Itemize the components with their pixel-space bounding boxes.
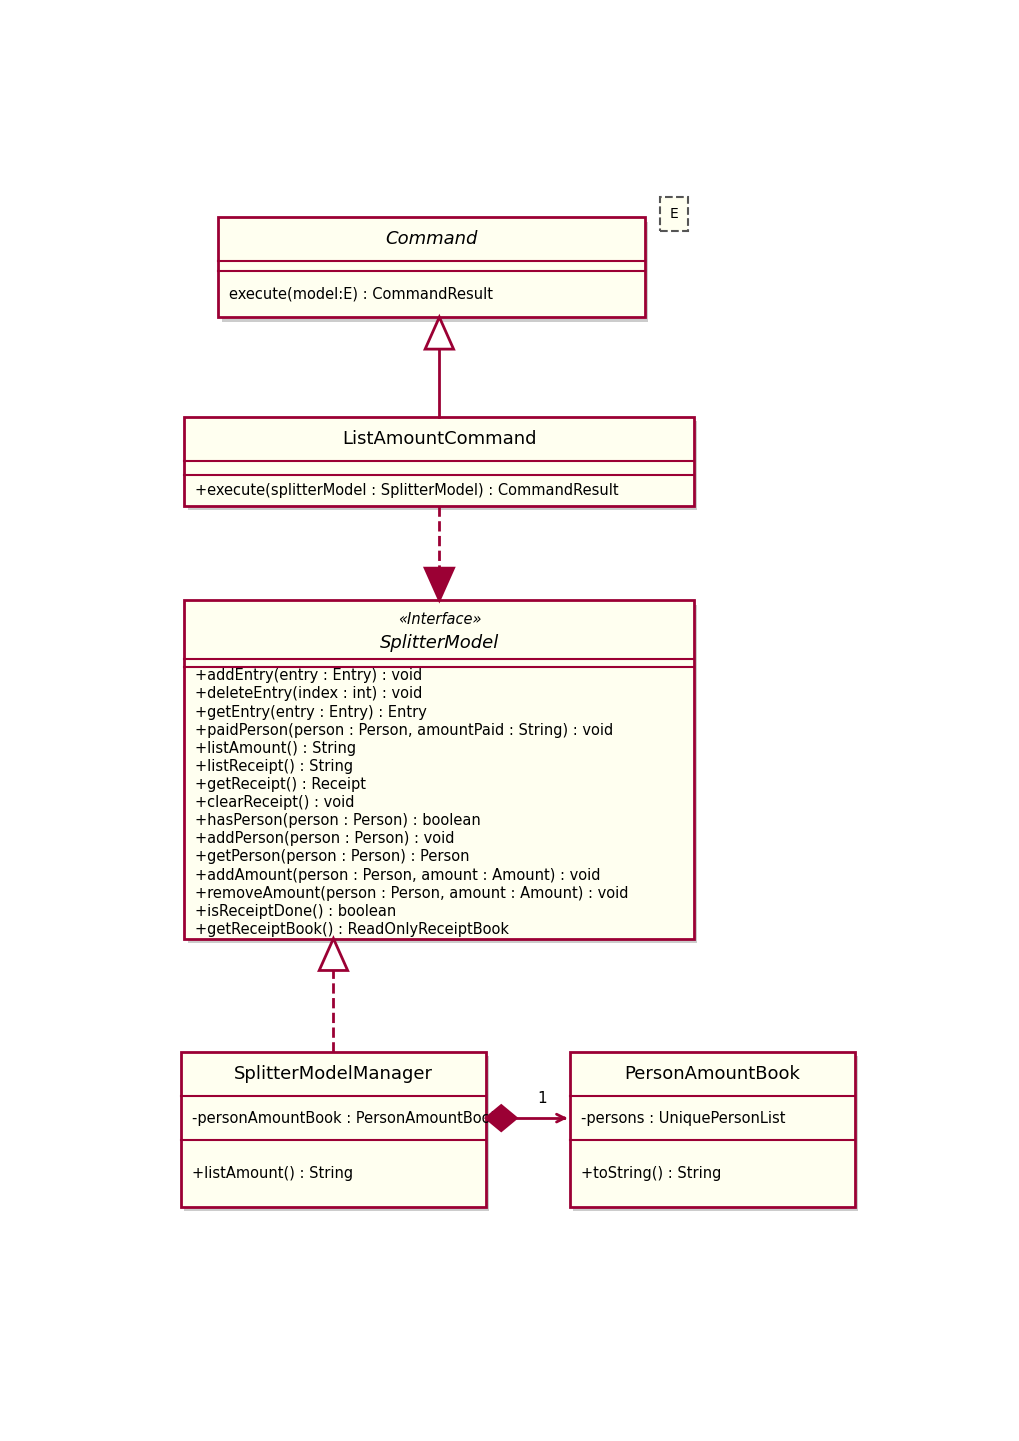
Text: +clearReceipt() : void: +clearReceipt() : void [196, 795, 355, 810]
Text: SplitterModel: SplitterModel [379, 634, 498, 651]
FancyBboxPatch shape [184, 416, 694, 506]
Text: ListAmountCommand: ListAmountCommand [341, 431, 536, 448]
FancyBboxPatch shape [187, 421, 697, 510]
Text: 1: 1 [537, 1091, 547, 1105]
Text: Command: Command [385, 231, 478, 248]
FancyBboxPatch shape [218, 218, 645, 317]
FancyBboxPatch shape [221, 222, 648, 321]
Text: +toString() : String: +toString() : String [581, 1166, 720, 1182]
Text: PersonAmountBook: PersonAmountBook [624, 1065, 800, 1082]
Text: E: E [668, 208, 678, 220]
Text: +listAmount() : String: +listAmount() : String [193, 1166, 354, 1182]
Text: +addPerson(person : Person) : void: +addPerson(person : Person) : void [196, 831, 454, 846]
FancyBboxPatch shape [187, 605, 697, 942]
Text: «Interface»: «Interface» [397, 611, 481, 627]
Text: +getReceiptBook() : ReadOnlyReceiptBook: +getReceiptBook() : ReadOnlyReceiptBook [196, 922, 508, 937]
Polygon shape [425, 568, 453, 599]
Text: +addEntry(entry : Entry) : void: +addEntry(entry : Entry) : void [196, 669, 422, 683]
Text: SplitterModelManager: SplitterModelManager [233, 1065, 432, 1082]
FancyBboxPatch shape [184, 1056, 488, 1212]
Text: +getPerson(person : Person) : Person: +getPerson(person : Person) : Person [196, 850, 470, 865]
Text: +listReceipt() : String: +listReceipt() : String [196, 759, 354, 774]
Polygon shape [485, 1105, 517, 1131]
Polygon shape [425, 317, 453, 349]
Text: +addAmount(person : Person, amount : Amount) : void: +addAmount(person : Person, amount : Amo… [196, 867, 600, 883]
Text: +getEntry(entry : Entry) : Entry: +getEntry(entry : Entry) : Entry [196, 705, 427, 719]
FancyBboxPatch shape [184, 599, 694, 938]
FancyBboxPatch shape [659, 197, 687, 231]
Polygon shape [319, 938, 347, 970]
Text: +listAmount() : String: +listAmount() : String [196, 741, 357, 755]
Text: +deleteEntry(index : int) : void: +deleteEntry(index : int) : void [196, 686, 423, 702]
Text: +getReceipt() : Receipt: +getReceipt() : Receipt [196, 777, 366, 793]
FancyBboxPatch shape [181, 1052, 485, 1208]
Text: +removeAmount(person : Person, amount : Amount) : void: +removeAmount(person : Person, amount : … [196, 886, 629, 901]
Text: +isReceiptDone() : boolean: +isReceiptDone() : boolean [196, 904, 396, 919]
Text: execute(model:E) : CommandResult: execute(model:E) : CommandResult [229, 287, 493, 301]
Text: +hasPerson(person : Person) : boolean: +hasPerson(person : Person) : boolean [196, 813, 481, 829]
FancyBboxPatch shape [570, 1052, 854, 1208]
Text: -persons : UniquePersonList: -persons : UniquePersonList [581, 1111, 785, 1125]
Text: +paidPerson(person : Person, amountPaid : String) : void: +paidPerson(person : Person, amountPaid … [196, 723, 613, 738]
Text: -personAmountBook : PersonAmountBook: -personAmountBook : PersonAmountBook [193, 1111, 499, 1125]
Text: +execute(splitterModel : SplitterModel) : CommandResult: +execute(splitterModel : SplitterModel) … [196, 483, 619, 497]
FancyBboxPatch shape [573, 1056, 857, 1212]
